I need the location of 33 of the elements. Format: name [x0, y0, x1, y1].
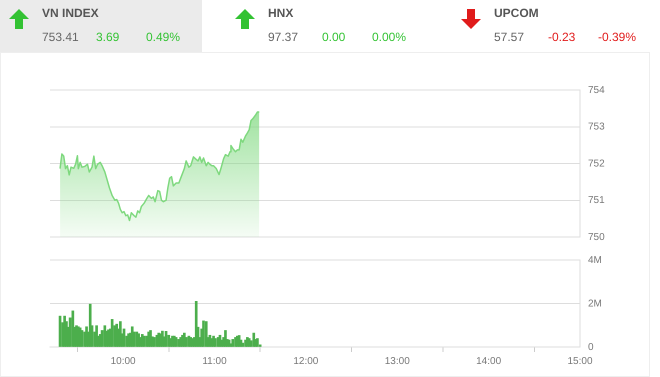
data-label: 57.57: [494, 30, 524, 44]
x-tick-label: 12:00: [293, 356, 319, 367]
bar: [231, 339, 234, 347]
data-label: 753.41: [42, 30, 79, 44]
data-label: -0.23: [548, 30, 576, 44]
x-tick-label: 15:00: [567, 356, 593, 367]
x-tick-label: 14:00: [476, 356, 502, 367]
y-tick-label: 0: [588, 342, 594, 353]
data-label: 0.49%: [146, 30, 180, 44]
y-tick-label: 751: [588, 195, 606, 206]
category-label: HNX: [268, 6, 294, 20]
x-tick-label: 11:00: [202, 356, 228, 367]
bar: [214, 338, 217, 347]
y-tick-label: 750: [588, 232, 606, 243]
y-tick-label: 754: [588, 84, 606, 96]
data-label: 97.37: [268, 30, 298, 44]
bar: [110, 319, 114, 347]
y-tick-label: 2M: [588, 298, 602, 310]
bar: [58, 316, 62, 347]
x-tick-label: 13:00: [384, 356, 410, 367]
y-tick-label: 753: [588, 122, 606, 132]
x-tick-label: 10:00: [110, 356, 136, 367]
data-label: -0.39%: [598, 30, 636, 44]
bar: [202, 320, 205, 347]
data-label: 0.00%: [372, 30, 406, 44]
category-label: UPCOM: [494, 6, 539, 20]
category-label: VN INDEX: [42, 6, 99, 20]
y-tick-label: 4M: [588, 254, 602, 266]
bar: [241, 342, 244, 347]
bar: [164, 331, 168, 347]
data-label: 3.69: [96, 30, 120, 44]
data-label: 0.00: [322, 30, 346, 44]
y-tick-label: 752: [588, 158, 606, 170]
